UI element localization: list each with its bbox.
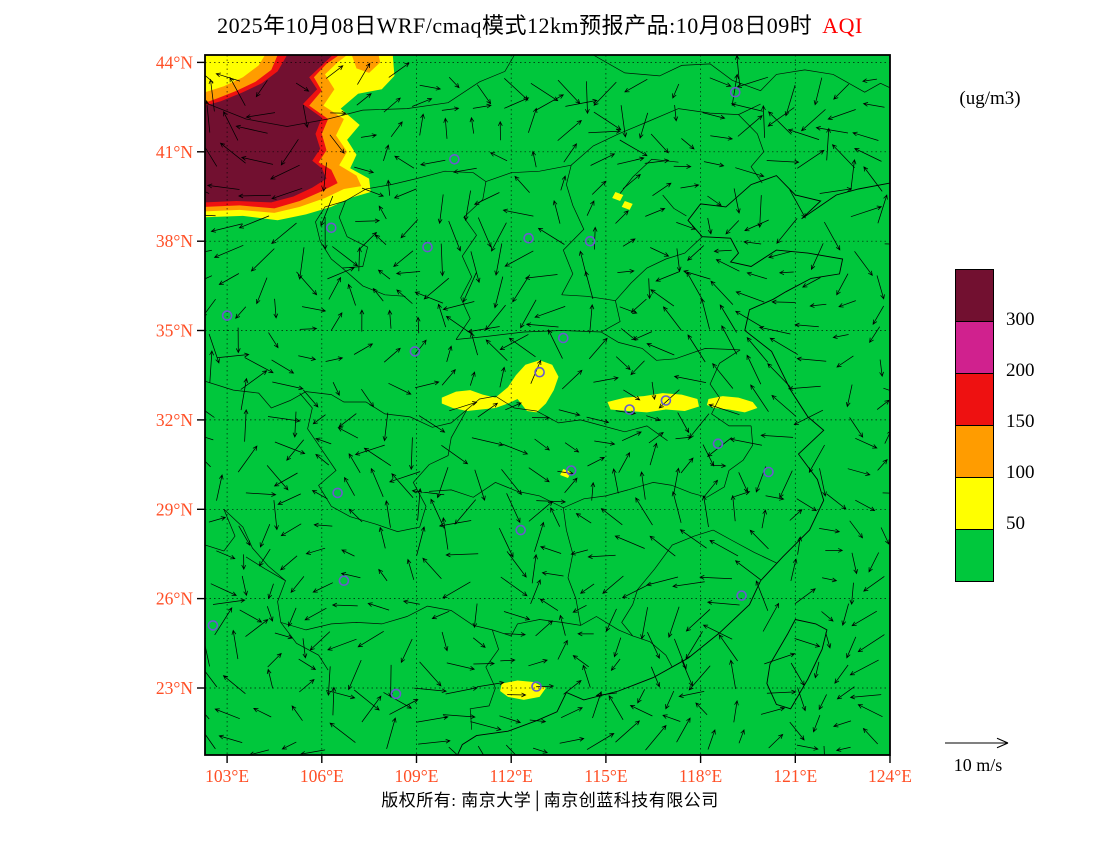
city-marker-icon [531, 681, 542, 692]
aqi-region-top-patch-orange [351, 55, 381, 73]
page-title: 2025年10月08日WRF/cmaq模式12km预报产品:10月08日09时 A… [0, 8, 1080, 40]
aqi-region-speck-3 [560, 469, 572, 478]
map-frame [204, 54, 891, 756]
colorbar-segment [956, 373, 993, 425]
city-marker-icon [660, 395, 672, 406]
colorbar-segment [956, 477, 993, 529]
city-marker-icon [763, 466, 774, 478]
taiwan-island-outline [766, 618, 828, 710]
lon-axis-label: 124°E [868, 766, 912, 786]
grid-lines [205, 55, 890, 755]
lat-axis-label: 32°N [156, 410, 193, 430]
lat-axis-label: 41°N [156, 142, 193, 162]
aqi-region-huai-yellow-band-west [607, 393, 699, 413]
colorbar-label: 200 [1006, 360, 1035, 381]
units-label: (ug/m3) [959, 88, 1021, 109]
coastline [457, 175, 890, 755]
city-marker-icon [221, 310, 233, 321]
lat-axis-label: 38°N [156, 231, 193, 251]
city-marker-icon [624, 404, 635, 415]
city-marker-icon [515, 524, 527, 536]
lon-axis-label: 112°E [490, 766, 533, 786]
title-text: 2025年10月08日WRF/cmaq模式12km预报产品:10月08日09时 [217, 13, 813, 38]
city-marker-icon [712, 438, 724, 450]
lon-axis-label: 121°E [773, 766, 817, 786]
lat-axis-label: 35°N [156, 321, 193, 341]
colorbar-label: 100 [1006, 462, 1035, 483]
aqi-region-speck-1 [612, 192, 624, 201]
wind-scale: 10 m/s [930, 735, 1026, 776]
city-marker-icon [390, 688, 402, 700]
lon-axis-label: 118°E [679, 766, 722, 786]
lon-axis-label: 115°E [584, 766, 627, 786]
lon-axis-label: 109°E [395, 766, 439, 786]
city-markers [207, 86, 774, 700]
city-marker-icon [326, 222, 337, 234]
city-marker-icon [422, 241, 433, 253]
colorbar-segment [956, 270, 993, 321]
aqi-region-nw-high-aqi-maroon [205, 55, 333, 203]
city-marker-icon [409, 346, 421, 357]
colorbar-legend: 300 200 150 100 50 [955, 269, 1065, 582]
aqi-region-speck-2 [621, 201, 633, 210]
city-marker-icon [332, 487, 343, 499]
wind-arrows-layer [205, 55, 890, 755]
aqi-region-central-yellow-patch [441, 360, 559, 413]
lon-axis-label: 106°E [300, 766, 344, 786]
wind-scale-arrow-icon [945, 737, 1009, 749]
lat-axis-label: 23°N [156, 678, 193, 698]
lat-axis-label: 26°N [156, 589, 193, 609]
colorbar-segment [956, 529, 993, 581]
city-marker-icon [729, 86, 741, 98]
colorbar-label: 150 [1006, 411, 1035, 432]
map-layers [205, 55, 890, 755]
city-marker-icon [207, 620, 219, 631]
province-boundaries [205, 55, 890, 730]
city-marker-icon [557, 332, 569, 344]
city-marker-icon [523, 232, 534, 244]
lat-axis-label: 44°N [156, 52, 193, 72]
lat-axis-label: 29°N [156, 499, 193, 519]
city-marker-icon [449, 154, 460, 165]
title-pollutant-label: AQI [822, 13, 863, 38]
city-marker-icon [584, 235, 596, 247]
map-canvas: 44°N 41°N 38°N 35°N 32°N 29°N 26°N 23°N 103°E 106… [156, 52, 912, 786]
city-marker-icon [736, 590, 747, 601]
lon-axis-label: 103°E [205, 766, 249, 786]
city-marker-icon [534, 366, 545, 378]
copyright-footer: 版权所有: 南京大学│南京创蓝科技有限公司 [381, 791, 719, 810]
wind-scale-label: 10 m/s [953, 755, 1003, 775]
colorbar-label: 300 [1006, 309, 1035, 330]
city-marker-icon [565, 465, 577, 476]
colorbar-label: 50 [1006, 513, 1025, 534]
city-marker-icon [338, 575, 350, 587]
colorbar-bar [955, 269, 994, 582]
colorbar-segment [956, 321, 993, 373]
colorbar-segment [956, 425, 993, 477]
